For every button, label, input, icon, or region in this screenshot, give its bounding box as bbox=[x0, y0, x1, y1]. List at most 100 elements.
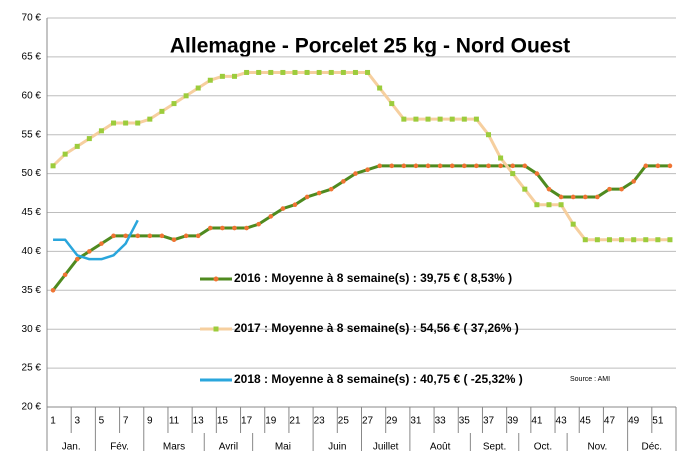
y-tick-label: 30 € bbox=[22, 324, 42, 335]
point bbox=[619, 237, 625, 243]
point bbox=[558, 202, 564, 208]
point bbox=[99, 241, 104, 246]
point bbox=[328, 186, 334, 192]
legend-label: 2016 : Moyenne à 8 semaine(s) : 39,75 € … bbox=[234, 271, 512, 285]
x-tick-label: 21 bbox=[289, 416, 301, 427]
point bbox=[280, 69, 286, 75]
point bbox=[304, 194, 310, 200]
x-tick-label: 17 bbox=[241, 416, 253, 427]
point bbox=[425, 116, 431, 122]
point bbox=[389, 101, 395, 107]
point bbox=[486, 163, 491, 169]
point bbox=[195, 233, 201, 239]
point bbox=[449, 163, 455, 169]
x-tick-label: 27 bbox=[362, 416, 374, 427]
x-tick-label: 19 bbox=[265, 416, 277, 427]
point bbox=[606, 237, 612, 243]
point bbox=[256, 69, 262, 75]
point bbox=[171, 237, 177, 243]
point bbox=[111, 233, 116, 239]
x-tick-label: 29 bbox=[386, 416, 398, 427]
source: Source : AMI bbox=[570, 376, 610, 383]
point bbox=[50, 163, 56, 169]
point bbox=[74, 143, 80, 149]
point bbox=[147, 116, 153, 122]
legend-label: 2018 : Moyenne à 8 semaine(s) : 40,75 € … bbox=[234, 372, 523, 386]
point bbox=[546, 202, 552, 208]
point bbox=[437, 116, 443, 122]
point bbox=[353, 171, 358, 176]
point bbox=[401, 116, 407, 122]
point bbox=[135, 120, 141, 126]
series-line bbox=[51, 164, 670, 292]
y-tick-label: 20 € bbox=[22, 402, 42, 413]
point bbox=[268, 69, 274, 75]
x-tick-label: 3 bbox=[74, 416, 80, 427]
point bbox=[207, 225, 213, 231]
month-label: Mai bbox=[275, 442, 291, 451]
legend-label: 2017 : Moyenne à 8 semaine(s) : 54,56 € … bbox=[234, 321, 519, 335]
point bbox=[171, 101, 177, 107]
x-tick-label: 9 bbox=[147, 416, 153, 427]
point bbox=[183, 93, 189, 99]
point bbox=[232, 225, 237, 231]
point bbox=[280, 206, 286, 211]
point bbox=[340, 69, 346, 75]
point bbox=[522, 186, 528, 192]
point bbox=[631, 237, 637, 243]
point bbox=[570, 221, 576, 227]
month-label: Avril bbox=[219, 442, 238, 451]
point bbox=[316, 190, 322, 196]
point bbox=[50, 288, 56, 293]
point bbox=[220, 225, 225, 231]
y-tick-label: 50 € bbox=[22, 168, 42, 179]
x-tick-label: 5 bbox=[99, 416, 105, 427]
point bbox=[62, 272, 68, 278]
point bbox=[159, 233, 165, 239]
point bbox=[462, 163, 467, 169]
month-label: Nov. bbox=[587, 442, 607, 451]
point bbox=[231, 73, 237, 79]
point bbox=[558, 194, 564, 200]
x-tick-label: 47 bbox=[604, 416, 616, 427]
point bbox=[498, 155, 504, 161]
y-tick-label: 70 € bbox=[22, 13, 42, 24]
month-label: Déc. bbox=[642, 442, 663, 451]
point bbox=[268, 214, 274, 219]
point bbox=[486, 132, 492, 138]
chart-title: Allemagne - Porcelet 25 kg - Nord Ouest bbox=[170, 35, 570, 58]
point bbox=[87, 249, 92, 254]
month-label: Oct. bbox=[534, 442, 552, 451]
y-tick-label: 25 € bbox=[22, 363, 42, 374]
point bbox=[219, 73, 225, 79]
y-tick-label: 60 € bbox=[22, 90, 42, 101]
x-tick-label: 13 bbox=[193, 416, 205, 427]
point bbox=[377, 163, 382, 169]
x-tick-label: 39 bbox=[507, 416, 519, 427]
point bbox=[292, 69, 298, 75]
point bbox=[74, 256, 80, 262]
y-tick-label: 35 € bbox=[22, 285, 42, 296]
month-label: Jan. bbox=[62, 442, 81, 451]
series-line bbox=[53, 219, 139, 261]
point bbox=[341, 179, 346, 184]
point bbox=[413, 163, 419, 169]
month-label: Sept. bbox=[483, 442, 506, 451]
point bbox=[655, 163, 661, 169]
month-label: Mars bbox=[163, 442, 185, 451]
point bbox=[62, 151, 68, 157]
point bbox=[365, 69, 371, 75]
x-tick-label: 23 bbox=[314, 416, 326, 427]
point bbox=[631, 179, 636, 184]
point bbox=[534, 171, 540, 176]
point bbox=[510, 163, 516, 169]
point bbox=[111, 120, 117, 126]
point bbox=[619, 186, 624, 192]
point bbox=[292, 202, 298, 208]
y-tick-label: 40 € bbox=[22, 246, 42, 257]
point bbox=[256, 221, 261, 227]
x-tick-label: 49 bbox=[628, 416, 640, 427]
x-tick-label: 37 bbox=[483, 416, 495, 427]
point bbox=[655, 237, 661, 243]
point bbox=[498, 163, 503, 169]
